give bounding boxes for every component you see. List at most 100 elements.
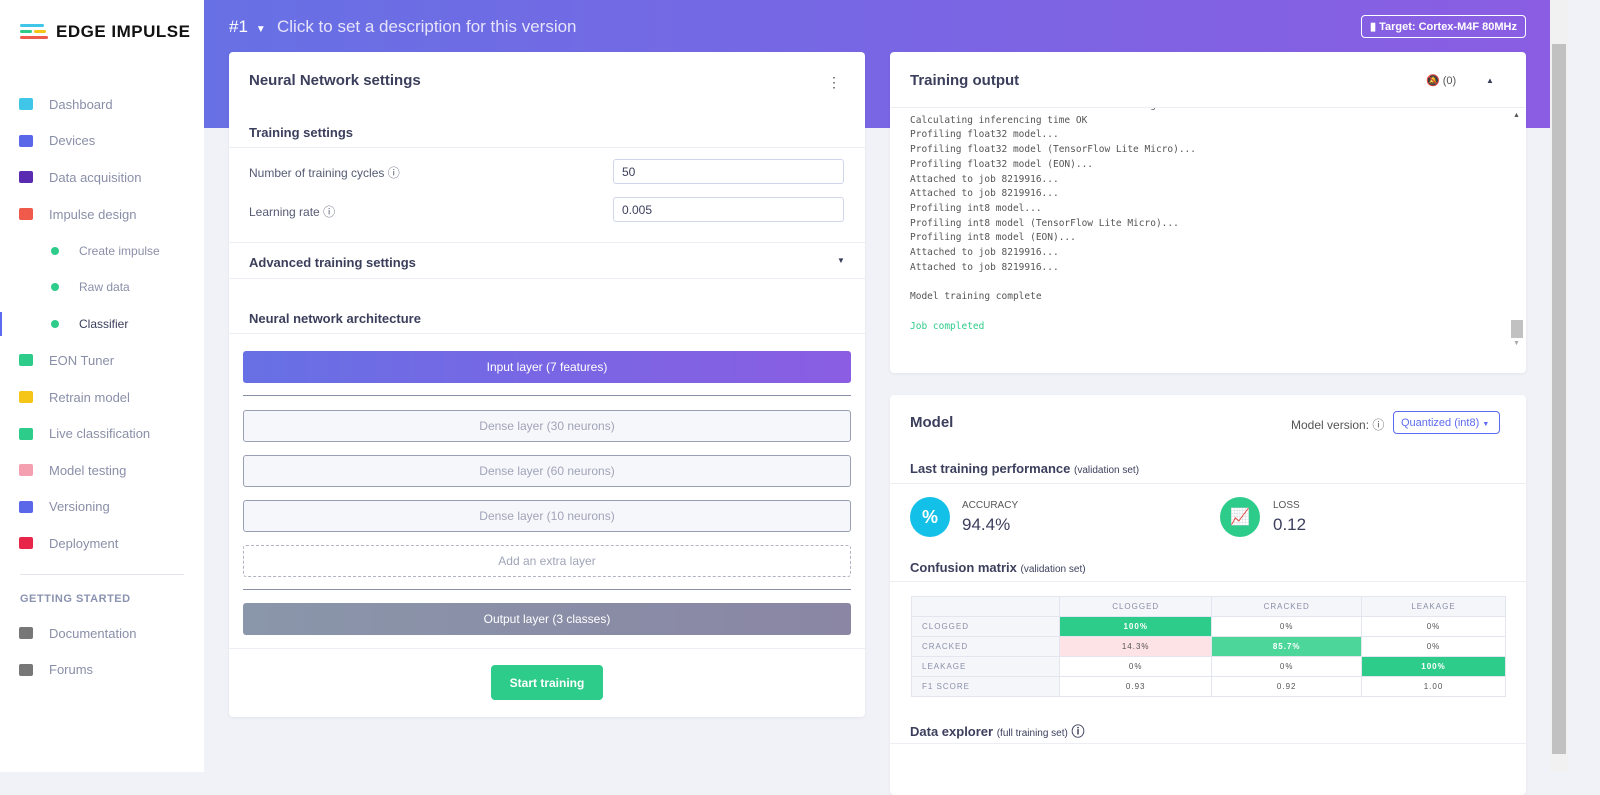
log-line: Profiling float32 model... <box>910 129 1059 141</box>
cm-cell: 0% <box>1360 616 1507 637</box>
help-icon[interactable]: ⓘ <box>1071 724 1085 739</box>
dense-layer[interactable]: Dense layer (10 neurons) <box>243 500 851 532</box>
nn-settings-card: Neural Network settings ⋮ Training setti… <box>229 52 865 717</box>
page-scrollbar[interactable] <box>1550 0 1568 772</box>
sidebar-item-label: Classifier <box>79 316 129 331</box>
collapse-icon[interactable]: ▲ <box>1486 76 1494 85</box>
status-dot-icon <box>51 283 59 292</box>
architecture-heading: Neural network architecture <box>249 311 421 326</box>
cm-cell: 100% <box>1058 616 1213 637</box>
sidebar-item-deployment[interactable]: Deployment <box>0 525 204 562</box>
cm-cell: 14.3% <box>1058 636 1213 657</box>
cm-title: Confusion matrix <box>910 560 1017 575</box>
sidebar-item-label: Impulse design <box>49 206 137 222</box>
version-selector[interactable]: #1 ▼ <box>229 17 266 37</box>
log-output[interactable]: INFO: Created TensorFlow Lite XNNPACK de… <box>910 108 1505 354</box>
sidebar-item-dashboard[interactable]: Dashboard <box>0 86 204 123</box>
log-line: INFO: Created TensorFlow Lite XNNPACK de… <box>910 108 1505 114</box>
advanced-label: Advanced training settings <box>249 255 416 270</box>
shuffle-icon <box>19 391 33 404</box>
sidebar-item-devices[interactable]: Devices <box>0 123 204 160</box>
help-icon[interactable]: ⓘ <box>1372 418 1385 432</box>
more-options-icon[interactable]: ⋮ <box>827 74 841 90</box>
sidebar-item-create-impulse[interactable]: Create impulse <box>0 232 204 269</box>
scroll-down-icon[interactable]: ▼ <box>1513 340 1520 347</box>
cm-row-header: CLOGGED <box>911 616 1060 637</box>
log-line <box>910 305 1505 320</box>
cm-row-header: F1 SCORE <box>911 676 1060 697</box>
sidebar-item-forums[interactable]: Forums <box>0 651 204 688</box>
scroll-thumb[interactable] <box>1552 44 1566 754</box>
cm-cell: 0% <box>1360 636 1507 657</box>
job-completed-line: Job completed <box>910 320 985 332</box>
sidebar-item-versioning[interactable]: Versioning <box>0 489 204 526</box>
bezier-icon <box>19 427 33 440</box>
sidebar-item-eon-tuner[interactable]: EON Tuner <box>0 342 204 379</box>
notifications-off-icon[interactable]: 🔕 (0) <box>1426 75 1457 87</box>
branch-icon <box>19 500 33 513</box>
model-version-select[interactable]: Quantized (int8) ▼ <box>1393 411 1500 434</box>
divider <box>243 589 851 590</box>
caret-down-icon: ▼ <box>255 24 266 35</box>
cm-col-header: CLOGGED <box>1058 596 1213 617</box>
cm-row: F1 SCORE 0.93 0.92 1.00 <box>911 676 1507 697</box>
lr-label: Learning rate ⓘ <box>249 203 335 220</box>
sidebar-item-data-acquisition[interactable]: Data acquisition <box>0 159 204 196</box>
training-settings-heading: Training settings <box>249 125 354 140</box>
sidebar-item-raw-data[interactable]: Raw data <box>0 269 204 306</box>
training-cycles-input[interactable]: 50 <box>613 159 844 184</box>
sidebar-item-documentation[interactable]: Documentation <box>0 615 204 652</box>
dense-layer[interactable]: Dense layer (30 neurons) <box>243 410 851 442</box>
monitor-icon <box>19 98 33 111</box>
start-training-button[interactable]: Start training <box>491 665 603 700</box>
brand-name: EDGE IMPULSE <box>56 22 191 41</box>
divider <box>890 743 1526 744</box>
sidebar-item-model-testing[interactable]: Model testing <box>0 452 204 489</box>
help-icon[interactable]: ⓘ <box>387 166 400 180</box>
version-number: #1 <box>229 17 248 36</box>
log-line: Profiling float32 model (TensorFlow Lite… <box>910 144 1196 156</box>
sidebar-item-classifier[interactable]: Classifier <box>0 306 204 343</box>
log-scrollbar[interactable]: ▲ ▼ <box>1510 110 1524 352</box>
add-layer-button[interactable]: Add an extra layer <box>243 545 851 577</box>
sidebar-item-live-classification[interactable]: Live classification <box>0 415 204 452</box>
perf-heading: Last training performance (validation se… <box>910 461 1139 476</box>
cm-header-row: CLOGGED CRACKED LEAKAGE <box>911 596 1507 617</box>
accuracy-value: 94.4% <box>962 515 1011 534</box>
log-line: Profiling int8 model (EON)... <box>910 232 1076 244</box>
sidebar-item-label: Retrain model <box>49 389 130 405</box>
sidebar-item-label: Model testing <box>49 462 127 478</box>
caret-down-icon: ▼ <box>837 256 845 265</box>
database-icon <box>19 171 33 184</box>
log-line: Calculating inferencing time OK <box>910 114 1088 126</box>
cm-row-header: LEAKAGE <box>911 656 1060 677</box>
cube-icon <box>19 537 33 550</box>
scroll-thumb[interactable] <box>1511 320 1523 338</box>
model-version-label: Model version: ⓘ <box>1291 416 1384 433</box>
rocket-icon <box>19 627 33 640</box>
dense-layer[interactable]: Dense layer (60 neurons) <box>243 455 851 487</box>
sidebar-item-retrain-model[interactable]: Retrain model <box>0 379 204 416</box>
logo-icon <box>20 22 48 42</box>
cm-cell: 85.7% <box>1211 636 1362 657</box>
output-layer[interactable]: Output layer (3 classes) <box>243 603 851 635</box>
cm-col-header: CRACKED <box>1211 596 1362 617</box>
sidebar-item-impulse-design[interactable]: Impulse design <box>0 196 204 233</box>
sidebar-item-label: EON Tuner <box>49 352 115 368</box>
scroll-up-icon[interactable]: ▲ <box>1513 112 1520 119</box>
advanced-settings-toggle[interactable]: Advanced training settings ▼ <box>229 242 865 279</box>
compass-icon <box>19 354 33 367</box>
cm-row-header: CRACKED <box>911 636 1060 657</box>
version-description[interactable]: Click to set a description for this vers… <box>277 17 577 36</box>
learning-rate-input[interactable]: 0.005 <box>613 197 844 222</box>
logo[interactable]: EDGE IMPULSE <box>20 22 190 42</box>
model-version-text: Model version: <box>1291 418 1370 432</box>
cm-row: CLOGGED 100% 0% 0% <box>911 616 1507 637</box>
log-line: Profiling float32 model (EON)... <box>910 158 1094 170</box>
section-divider <box>229 298 865 334</box>
input-layer[interactable]: Input layer (7 features) <box>243 351 851 383</box>
chip-icon: ▮ <box>1369 21 1380 33</box>
help-icon[interactable]: ⓘ <box>323 205 336 219</box>
status-dot-icon <box>51 319 59 328</box>
target-button[interactable]: ▮ Target: Cortex-M4F 80MHz <box>1360 15 1526 38</box>
